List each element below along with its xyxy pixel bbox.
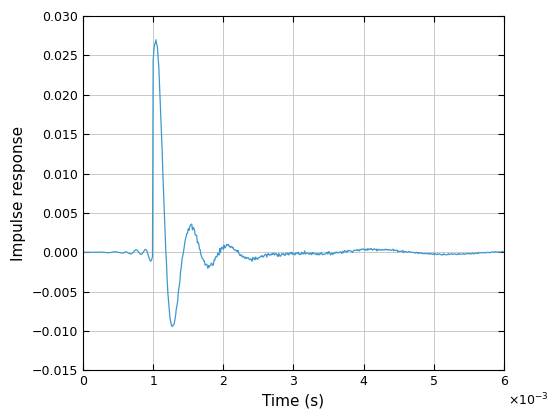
Text: $\times10^{-3}$: $\times10^{-3}$ [508,392,549,408]
Y-axis label: Impulse response: Impulse response [11,126,26,261]
X-axis label: Time (s): Time (s) [263,394,324,409]
